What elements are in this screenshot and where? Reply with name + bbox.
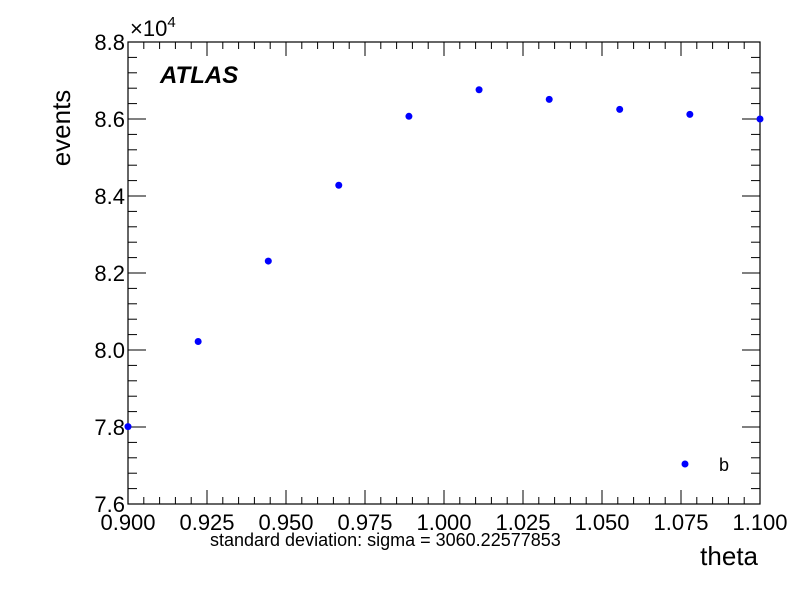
data-points [124,86,764,431]
x-tick-label: 1.000 [416,510,471,535]
x-tick-label: 1.100 [732,510,787,535]
data-point [616,105,624,113]
legend-marker [681,460,689,468]
data-point [405,112,413,120]
data-point [124,423,132,431]
x-tick-label: 0.900 [100,510,155,535]
y-tick-label: 8.2 [94,261,125,286]
data-point [194,338,202,346]
y-tick-labels: 7.6 7.8 8.0 8.2 8.4 8.6 8.8 [94,30,125,517]
x-axis-title: theta [700,541,758,571]
x-tick-label: 0.925 [179,510,234,535]
legend-label: b [719,455,729,475]
x-tick-label: 1.050 [574,510,629,535]
y-tick-label: 8.4 [94,184,125,209]
plot-frame [127,41,761,505]
x-tick-label: 1.025 [495,510,550,535]
y-tick-label: 8.0 [94,338,125,363]
y-multiplier-label: ×104 [130,14,176,41]
x-tick-label: 1.075 [653,510,708,535]
data-point [264,257,272,265]
atlas-label: ATLAS [159,62,238,89]
y-tick-label: 7.8 [94,415,125,440]
data-point [756,115,764,123]
x-tick-label: 0.950 [258,510,313,535]
y-tick-label: 7.6 [94,492,125,517]
y-tick-label: 8.6 [94,107,125,132]
data-point [335,181,343,189]
y-axis-title: events [46,90,76,167]
x-tick-label: 0.975 [337,510,392,535]
data-point [475,86,483,94]
sigma-annotation: standard deviation: sigma = 3060.2257785… [210,530,561,550]
data-point [545,95,553,103]
x-tick-labels: 0.900 0.925 0.950 0.975 1.000 1.025 1.050 1.075… [100,510,787,535]
data-point [686,110,694,118]
legend: b [681,455,729,475]
y-tick-label: 8.8 [94,30,125,55]
